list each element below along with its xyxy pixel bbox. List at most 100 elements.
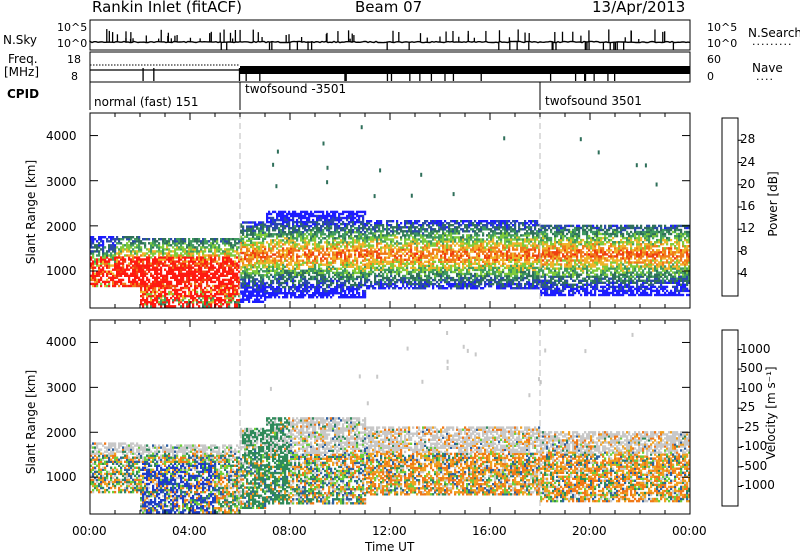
- rti-cell: [170, 290, 173, 294]
- rti-cell: [432, 250, 435, 253]
- rti-cell: [214, 274, 217, 277]
- rti-cell: [140, 301, 143, 304]
- rti-cell: [288, 241, 291, 244]
- rti-cell: [122, 264, 125, 267]
- rti-cell: [220, 262, 223, 265]
- rti-cell: [172, 250, 175, 253]
- rti-cell: [430, 280, 433, 284]
- rti-cell: [244, 235, 247, 238]
- rti-cell: [178, 254, 181, 257]
- rti-cell: [306, 220, 309, 224]
- rti-cell: [268, 267, 271, 270]
- rti-cell: [194, 272, 197, 275]
- rti-cell: [316, 218, 319, 222]
- rti-cell: [294, 271, 297, 275]
- rti-cell: [394, 287, 397, 290]
- rti-cell: [248, 272, 251, 275]
- rti-cell: [176, 294, 179, 298]
- rti-cell: [390, 246, 393, 249]
- rti-cell: [360, 235, 363, 238]
- rti-cell: [110, 258, 113, 261]
- rti-cell: [468, 220, 471, 223]
- rti-cell: [156, 244, 159, 247]
- rti-cell: [342, 281, 345, 285]
- rti-cell: [432, 262, 435, 265]
- rti-cell: [148, 292, 151, 296]
- rti-cell: [392, 230, 395, 233]
- rti-cell: [98, 280, 101, 284]
- rti-cell: [286, 241, 289, 244]
- rti-cell: [134, 280, 137, 284]
- rti-cell: [188, 256, 191, 259]
- rti-cell: [432, 252, 435, 255]
- rti-cell: [338, 241, 341, 244]
- rti-cell: [298, 296, 301, 299]
- rti-cell: [258, 229, 261, 232]
- rti-cell: [262, 255, 265, 259]
- rti-cell: [226, 238, 229, 241]
- rti-cell: [136, 272, 139, 275]
- rti-cell: [332, 237, 335, 240]
- rti-cell: [262, 253, 265, 257]
- rti-cell: [326, 227, 329, 230]
- rti-cell: [112, 284, 115, 288]
- rti-cell: [214, 260, 217, 263]
- rti-cell: [276, 216, 279, 220]
- rti-cell: [236, 280, 239, 284]
- rti-cell: [450, 250, 453, 253]
- rti-cell: [252, 243, 255, 247]
- rti-cell: [276, 269, 279, 272]
- rti-cell: [314, 255, 317, 258]
- rti-cell: [184, 294, 187, 298]
- rti-cell: [370, 248, 373, 251]
- rti-cell: [326, 292, 329, 295]
- rti-cell: [314, 259, 317, 262]
- rti-cell: [450, 258, 453, 261]
- rti-cell: [270, 243, 273, 246]
- rti-cell: [442, 224, 445, 227]
- rti-cell: [150, 244, 153, 247]
- rti-cell: [210, 272, 213, 275]
- rti-cell: [204, 248, 207, 251]
- rti-cell: [338, 279, 341, 283]
- rti-cell: [378, 226, 381, 229]
- rti-cell: [276, 289, 279, 293]
- rti-cell: [164, 264, 167, 267]
- rti-cell: [348, 220, 351, 224]
- rti-cell: [460, 276, 463, 280]
- rti-cell: [284, 243, 287, 246]
- rti-cell: [412, 238, 415, 241]
- rti-cell: [282, 220, 285, 224]
- rti-cell: [380, 268, 383, 272]
- rti-cell: [160, 268, 163, 271]
- rti-cell: [374, 234, 377, 237]
- rti-cell: [376, 236, 379, 239]
- rti-cell: [130, 246, 133, 249]
- rti-cell: [174, 284, 177, 288]
- rti-cell: [180, 286, 183, 290]
- rti-cell: [296, 233, 299, 236]
- rti-cell: [100, 282, 103, 286]
- rti-cell: [260, 262, 263, 265]
- rti-cell: [224, 278, 227, 282]
- rti-cell: [160, 296, 163, 300]
- rti-cell: [328, 292, 331, 295]
- rti-cell: [422, 248, 425, 251]
- rti-cell: [304, 271, 307, 275]
- rti-cell: [440, 262, 443, 265]
- rti-cell: [266, 241, 269, 244]
- rti-cell: [244, 268, 247, 271]
- rti-cell: [160, 262, 163, 265]
- rti-cell: [258, 237, 261, 240]
- rti-cell: [126, 244, 129, 247]
- rti-cell: [334, 210, 337, 214]
- rti-cell: [264, 284, 267, 287]
- rti-cell: [208, 270, 211, 273]
- rti-cell: [152, 266, 155, 269]
- rti-cell: [358, 220, 361, 224]
- rti-cell: [386, 272, 389, 276]
- rti-cell: [328, 253, 331, 256]
- rti-cell: [162, 240, 165, 243]
- rti-cell: [346, 227, 349, 230]
- rti-cell: [240, 278, 243, 281]
